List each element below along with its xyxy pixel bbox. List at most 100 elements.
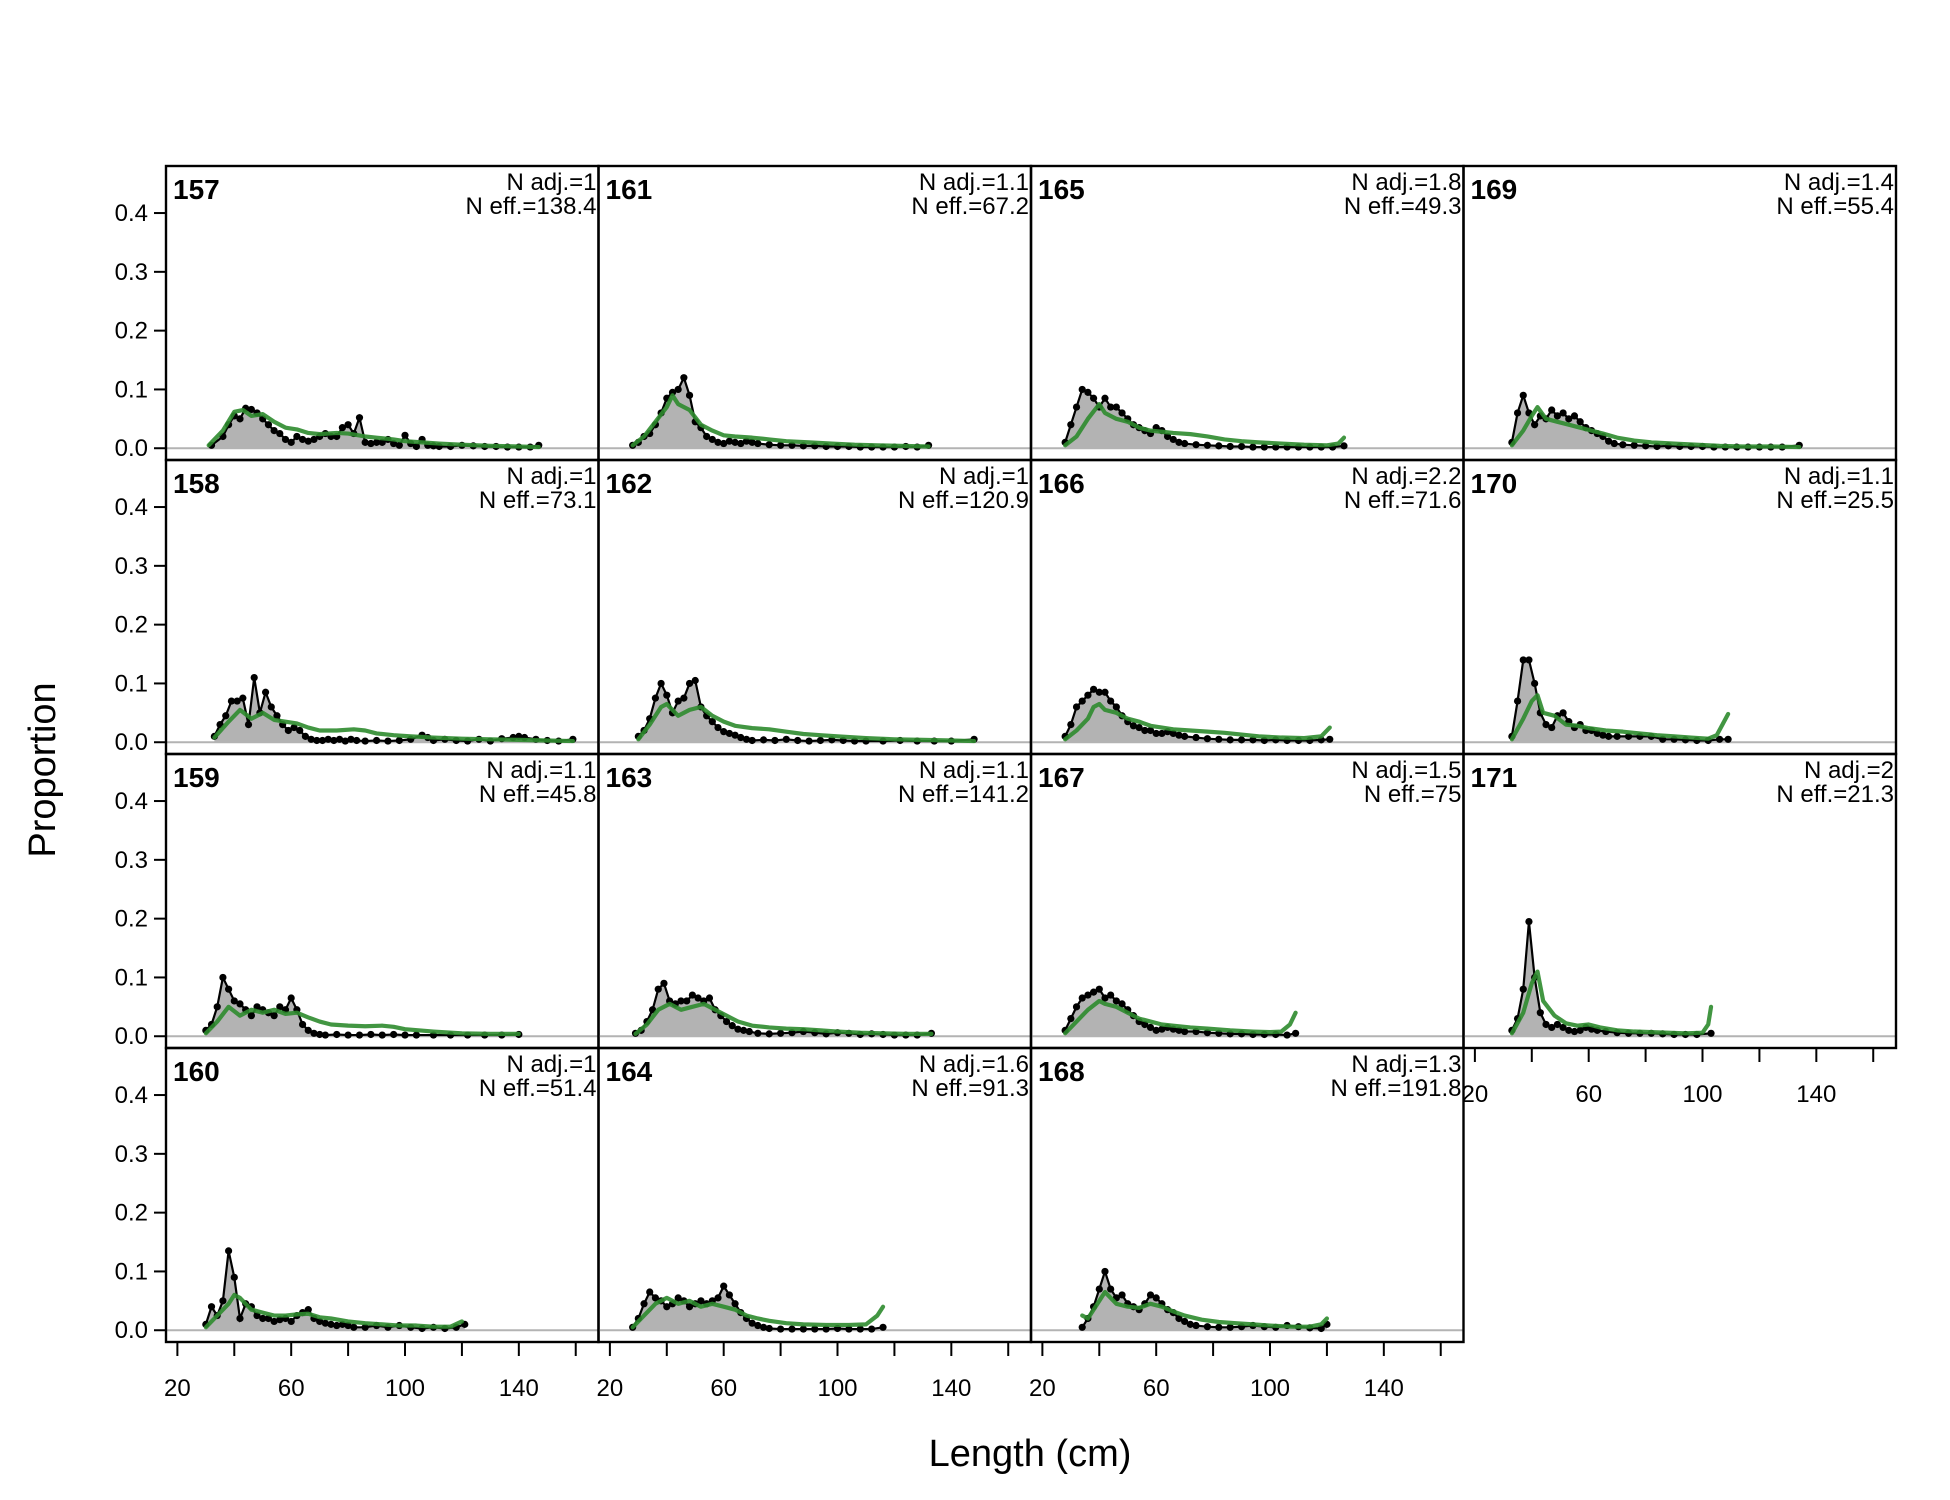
observed-point [1181,439,1189,448]
observed-point [680,694,688,702]
observed-point [213,1003,221,1011]
observed-point [1158,729,1166,738]
panel-165: 165 N adj.=1.8N eff.=49.3 [1029,164,1465,462]
observed-area [205,1250,465,1331]
observed-point [714,1294,722,1302]
observed-point [372,438,381,446]
observed-point [355,414,364,422]
observed-point [845,1325,853,1333]
observed-point [1613,732,1621,740]
observed-point [1724,735,1732,743]
observed-point [677,997,685,1005]
observed-point [378,1031,386,1039]
observed-point [640,1300,648,1308]
observed-point [1260,443,1268,451]
observed-area [1065,989,1296,1037]
n-adj-label: N adj.=1.8 [1351,169,1461,196]
y-tick-label: 0.1 [115,670,148,697]
observed-point [284,726,292,735]
observed-point [1072,403,1081,411]
n-eff-label: N eff.=21.3 [1776,781,1894,808]
y-tick-label: 0.2 [115,612,148,639]
observed-point [304,437,312,445]
observed-point [1215,1323,1223,1331]
observed-point [740,1026,748,1034]
observed-point [685,679,694,688]
observed-point [412,1031,420,1039]
observed-point [742,735,751,743]
n-eff-label: N eff.=25.5 [1776,487,1894,514]
observed-point [1192,441,1200,449]
n-eff-label: N eff.=49.3 [1344,193,1462,220]
y-tick-label: 0.2 [115,1200,148,1227]
observed-point [270,1012,278,1020]
observed-point [316,1030,324,1039]
observed-point [287,994,295,1002]
observed-point [1565,1026,1573,1034]
observed-point [1152,1294,1160,1302]
observed-point [1089,988,1098,996]
y-tick-label: 0.0 [115,1023,148,1050]
observed-point [1715,735,1724,743]
observed-point [1101,1267,1109,1276]
x-tick-label: 60 [278,1375,305,1402]
observed-point [304,1026,312,1034]
panel-frame [1029,1046,1465,1344]
observed-point [1203,441,1212,449]
panel-frame [1462,752,1898,1050]
observed-point [350,1323,358,1331]
observed-point [694,994,702,1002]
observed-point [708,718,716,726]
observed-point [1146,726,1155,735]
observed-point [1089,394,1098,402]
x-axis-title: Length (cm) [929,1433,1132,1475]
observed-point [222,712,230,720]
observed-point [230,997,238,1005]
n-adj-label: N adj.=1.1 [486,757,596,784]
y-tick-label: 0.1 [115,376,148,403]
n-adj-label: N adj.=1.1 [919,169,1029,196]
panel-168: 168 N adj.=1.3N eff.=191.8 [1029,1046,1465,1344]
observed-point [261,688,270,696]
panel-164: 164 N adj.=1.6N eff.=91.3 [597,1046,1033,1344]
observed-point [748,736,756,745]
x-tick-label: 60 [1575,1081,1602,1108]
observed-point [1565,415,1573,423]
observed-point [367,1030,375,1039]
expected-line [1063,998,1298,1036]
observed-point [1570,412,1579,420]
expected-line [1063,402,1347,448]
n-eff-label: N eff.=91.3 [911,1075,1029,1102]
observed-point [1135,723,1143,732]
observed-point [856,1325,864,1333]
expected-line [206,407,541,450]
observed-point [395,736,403,745]
expected-line [1080,1289,1330,1329]
observed-point [244,721,253,729]
observed-point [287,1317,295,1326]
observed-point [1101,994,1109,1002]
observed-point [1146,1291,1155,1299]
observed-point [680,374,688,382]
observed-point [1624,732,1633,740]
observed-point [412,442,420,451]
observed-point [1175,731,1183,739]
expected-line [630,393,931,449]
observed-point [330,736,338,745]
observed-point [1525,656,1533,664]
x-tick-label: 20 [1462,1081,1489,1108]
observed-point [722,1017,731,1026]
panel-label: 160 [173,1056,220,1087]
observed-point [1181,732,1189,740]
observed-point [1215,442,1223,450]
observed-point [1630,441,1638,449]
observed-point [754,1029,762,1037]
n-adj-label: N adj.=1 [506,169,596,196]
observed-point [1169,435,1177,444]
panel-label: 169 [1471,174,1518,205]
observed-point [759,736,768,744]
observed-point [1067,1015,1075,1023]
observed-point [207,1303,216,1311]
x-tick-label: 60 [710,1375,737,1402]
